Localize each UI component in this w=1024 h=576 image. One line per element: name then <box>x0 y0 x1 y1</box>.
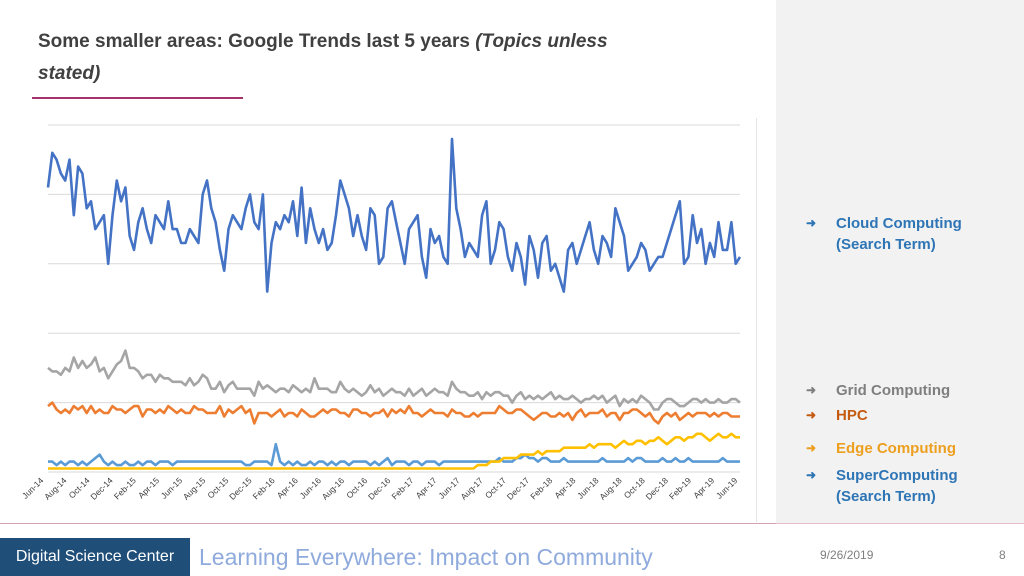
x-tick-label: Apr-18 <box>552 475 577 500</box>
x-tick-label: Oct-16 <box>344 475 369 500</box>
x-tick-label: Aug-15 <box>181 475 208 502</box>
x-tick-label: Feb-19 <box>667 475 693 501</box>
side-panel <box>776 0 1024 524</box>
x-tick-label: Aug-18 <box>597 475 624 502</box>
series-line-hpc <box>47 401 740 425</box>
x-tick-label: Oct-14 <box>67 475 92 500</box>
x-tick-label: Oct-18 <box>622 475 647 500</box>
x-tick-label: Oct-15 <box>205 475 230 500</box>
x-tick-label: Feb-17 <box>389 475 415 501</box>
legend-hpc-label: HPC <box>836 407 868 424</box>
legend-grid-label: Grid Computing <box>836 382 951 399</box>
legend-supercomputing: ➜ SuperComputing (Search Term) <box>806 465 996 507</box>
footer-date: 9/26/2019 <box>820 548 874 562</box>
page-number: 8 <box>999 548 1006 562</box>
x-tick-label: Dec-17 <box>505 475 532 502</box>
legend-edge-computing: ➜ Edge Computing <box>806 438 996 459</box>
series-line-cloud <box>46 137 742 293</box>
footer-divider-right <box>776 523 1024 524</box>
x-tick-label: Feb-18 <box>528 475 554 501</box>
x-tick-label: Apr-17 <box>414 475 439 500</box>
x-tick-label: Apr-19 <box>691 475 716 500</box>
legend-cloud-line2: (Search Term) <box>836 236 936 253</box>
x-tick-label: Jun-18 <box>575 475 601 501</box>
x-tick-label: Dec-16 <box>366 475 393 502</box>
x-tick-label: Feb-16 <box>251 475 277 501</box>
x-tick-label: Feb-15 <box>112 475 138 501</box>
series-line-edge <box>48 432 740 470</box>
chart-right-border <box>756 118 757 522</box>
title-underline <box>32 97 243 99</box>
slide-title-italic: (Topics unless stated) <box>38 31 608 84</box>
arrow-icon: ➜ <box>806 441 817 455</box>
arrow-icon: ➜ <box>806 216 817 230</box>
x-tick-label: Dec-18 <box>644 475 671 502</box>
x-tick-label: Aug-17 <box>458 475 485 502</box>
arrow-icon: ➜ <box>806 468 817 482</box>
arrow-icon: ➜ <box>806 408 817 422</box>
x-tick-label: Jun-19 <box>714 475 740 501</box>
x-tick-label: Jun-16 <box>298 475 324 501</box>
footer-divider <box>0 523 776 524</box>
legend-grid-computing: ➜ Grid Computing <box>806 380 996 401</box>
x-tick-label: Aug-14 <box>42 475 69 502</box>
x-tick-label: Apr-16 <box>275 475 300 500</box>
x-tick-label: Oct-17 <box>483 475 508 500</box>
legend-cloud-line1: Cloud Computing <box>836 215 962 232</box>
x-tick-label: Dec-15 <box>227 475 254 502</box>
x-tick-label: Jun-15 <box>159 475 185 501</box>
legend-edge-label: Edge Computing <box>836 440 956 457</box>
footer-org-badge: Digital Science Center <box>0 538 190 576</box>
legend-hpc: ➜ HPC <box>806 405 996 426</box>
footer-title: Learning Everywhere: Impact on Community <box>199 544 653 570</box>
x-tick-label: Aug-16 <box>320 475 347 502</box>
legend-super-line1: SuperComputing <box>836 467 958 484</box>
arrow-icon: ➜ <box>806 383 817 397</box>
series-line-grid <box>47 349 741 411</box>
x-tick-label: Jun-17 <box>436 475 462 501</box>
slide-title-main: Some smaller areas: Google Trends last 5… <box>38 31 476 52</box>
series-line-supercomputing <box>48 442 740 467</box>
legend-super-line2: (Search Term) <box>836 488 936 505</box>
x-tick-label: Dec-14 <box>88 475 115 502</box>
slide-title: Some smaller areas: Google Trends last 5… <box>38 26 638 90</box>
x-tick-label: Apr-15 <box>136 475 161 500</box>
trends-line-chart: Jun-14Aug-14Oct-14Dec-14Feb-15Apr-15Jun-… <box>20 124 742 502</box>
legend-cloud-computing: ➜ Cloud Computing (Search Term) <box>806 213 996 255</box>
x-tick-label: Jun-14 <box>20 475 46 501</box>
